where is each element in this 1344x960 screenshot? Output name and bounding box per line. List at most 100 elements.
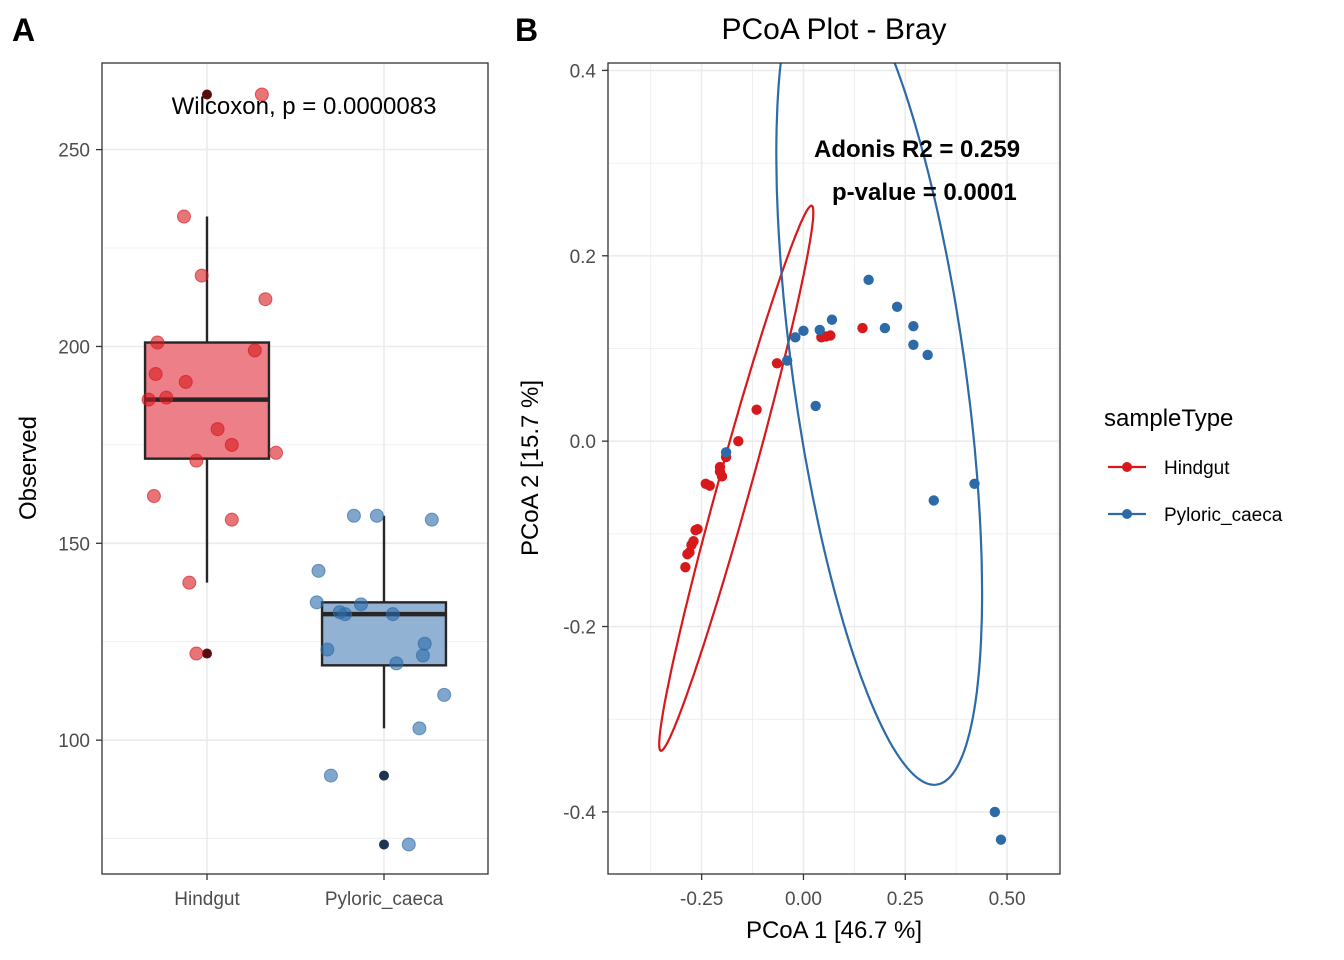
pcoa-y-ticks: -0.4 -0.2 0.0 0.2 0.4 [563, 61, 608, 824]
jitter-point [369, 508, 384, 523]
boxplot-gridlines [102, 63, 488, 874]
jitter-point [353, 597, 368, 612]
scatter-point [995, 834, 1007, 845]
jitter-point [224, 512, 239, 527]
scatter-point [716, 471, 728, 482]
legend-title: sampleType [1104, 405, 1233, 432]
boxplot-boxes [143, 89, 448, 850]
legend-key-dot [1122, 462, 1132, 472]
pcoa-x-axis-title: PCoA 1 [46.7 %] [746, 917, 922, 944]
pcoa-y-axis-title: PCoA 2 [15.7 %] [517, 380, 544, 556]
scatter-point [879, 322, 891, 334]
pcoa-title: PCoA Plot - Bray [721, 13, 946, 46]
scatter-point [810, 400, 821, 412]
scatter-point [908, 339, 919, 350]
jitter-point [412, 721, 427, 736]
confidence-ellipse-pyloric-caeca [775, 63, 984, 786]
jitter-point [189, 646, 204, 661]
pcoa-points [680, 274, 1007, 845]
jitter-point [189, 453, 204, 468]
jitter-point [150, 335, 165, 350]
y-tick-label: 100 [58, 731, 90, 752]
jitter-point [320, 642, 335, 657]
legend-label: Hindgut [1164, 458, 1230, 479]
scatter-point [771, 358, 783, 369]
x-tick-label: -0.25 [680, 889, 723, 910]
legend: sampleType Hindgut Pyloric_caeca [1104, 405, 1283, 526]
jitter-point [269, 445, 284, 460]
x-tick-label: 0.00 [785, 889, 822, 910]
box-outlier [379, 770, 389, 781]
scatter-point [704, 480, 716, 491]
pcoa-panel-border [607, 62, 1061, 875]
jitter-point [338, 607, 353, 622]
jitter-point [401, 837, 416, 852]
scatter-point [826, 314, 838, 325]
jitter-point [311, 563, 326, 578]
y-tick-label: 0.0 [570, 432, 596, 453]
panel-a-tag: A [12, 12, 35, 48]
panel-b-tag: B [515, 12, 538, 48]
scatter-point [690, 524, 701, 536]
scatter-point [863, 274, 874, 286]
jitter-point [323, 768, 338, 783]
scatter-point [798, 325, 809, 337]
scatter-point [857, 322, 868, 334]
scatter-point [989, 806, 1001, 818]
scatter-point [680, 562, 691, 573]
boxplot-panel-border [101, 62, 489, 875]
box-outlier [379, 839, 389, 850]
scatter-point [733, 435, 744, 447]
jitter-point [148, 367, 163, 382]
jitter-point [176, 209, 191, 224]
jitter-point [415, 648, 430, 663]
jitter-point [247, 343, 262, 358]
jitter-point [159, 390, 174, 405]
scatter-point [790, 332, 801, 343]
x-tick-label: 0.25 [887, 889, 924, 910]
y-tick-label: 0.2 [570, 247, 596, 268]
jitter-point [224, 437, 239, 452]
jitter-point [424, 512, 439, 527]
scatter-point [908, 321, 919, 332]
jitter-point [346, 508, 361, 523]
x-tick-label: Pyloric_caeca [325, 889, 444, 910]
scatter-point [891, 301, 903, 312]
jitter-point [194, 268, 209, 283]
x-tick-label: 0.50 [989, 889, 1026, 910]
jitter-point [417, 636, 432, 651]
pcoa-gridlines [608, 63, 1060, 874]
scatter-point [751, 404, 762, 415]
y-tick-label: 0.4 [570, 61, 597, 82]
y-tick-label: -0.2 [563, 618, 596, 639]
legend-key-dot [1122, 509, 1132, 519]
wilcoxon-annotation: Wilcoxon, p = 0.0000083 [172, 93, 437, 120]
scatter-point [814, 324, 825, 336]
jitter-point [309, 595, 324, 610]
pcoa-x-ticks: -0.25 0.00 0.25 0.50 [680, 874, 1026, 910]
boxplot-points [141, 87, 452, 852]
boxplot-y-axis-title: Observed [15, 416, 42, 520]
scatter-point [922, 349, 933, 361]
jitter-point [210, 422, 225, 437]
jitter-point [437, 687, 452, 702]
jitter-point [182, 575, 197, 590]
legend-item-pyloric-caeca: Pyloric_caeca [1108, 505, 1283, 526]
jitter-point [258, 292, 273, 307]
scatter-point [682, 549, 693, 560]
y-tick-label: 250 [58, 141, 90, 162]
jitter-point [385, 607, 400, 622]
adonis-r2-annotation: Adonis R2 = 0.259 [814, 136, 1020, 163]
boxplot-x-ticks: Hindgut Pyloric_caeca [174, 874, 444, 910]
legend-label: Pyloric_caeca [1164, 505, 1283, 526]
confidence-ellipse-hindgut [658, 204, 815, 752]
y-tick-label: 150 [58, 534, 90, 555]
boxplot-panel: 100 150 200 250 Hindgut Pyloric_caeca Wilcox… [15, 62, 489, 910]
y-tick-label: -0.4 [563, 803, 596, 824]
boxplot-y-ticks: 100 150 200 250 [58, 141, 102, 752]
x-tick-label: Hindgut [174, 889, 240, 910]
scatter-point [781, 355, 793, 366]
jitter-point [389, 656, 404, 671]
pcoa-panel: PCoA Plot - Bray Adonis R2 = 0.259 p-val… [517, 13, 1061, 944]
